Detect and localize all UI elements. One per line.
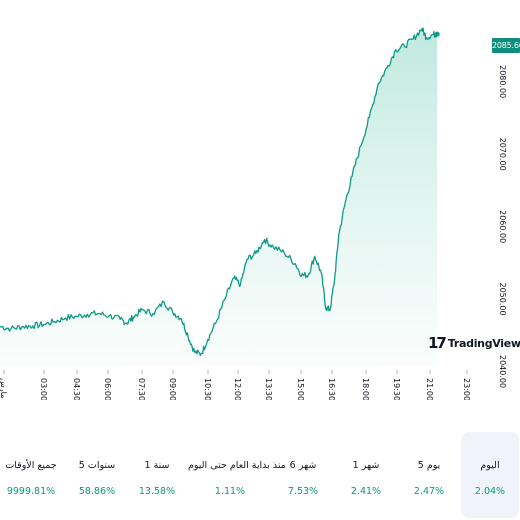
- period-label: منذ بداية العام حتى اليوم: [188, 460, 286, 471]
- x-tick-label: 23:00: [462, 378, 471, 400]
- period-1-year[interactable]: 1 سنة 13.58%: [126, 432, 188, 518]
- y-tick-label: 2070.00: [498, 138, 507, 171]
- period-value: 7.53%: [287, 486, 319, 497]
- tradingview-logo-icon: 17: [428, 334, 447, 352]
- y-tick-label: 2040.00: [498, 355, 507, 388]
- period-ytd[interactable]: منذ بداية العام حتى اليوم 1.11%: [188, 432, 286, 518]
- last-price-dot: [434, 31, 440, 37]
- x-tick-label: 12:00: [233, 378, 242, 400]
- period-5-days[interactable]: 5 يوم 2.47%: [398, 432, 460, 518]
- y-tick-label: 2050.00: [498, 283, 507, 316]
- period-label: 1 سنة: [144, 460, 170, 471]
- period-value: 58.86%: [78, 486, 116, 497]
- x-tick-label: 18:00: [361, 378, 370, 400]
- chart-canvas[interactable]: 2080.00 2070.00 2060.00 2050.00 2040.00 مارس 0…: [0, 0, 520, 400]
- period-value: 13.58%: [138, 486, 176, 497]
- period-label: اليوم: [480, 460, 500, 471]
- x-tick-label: 15:00: [296, 378, 305, 400]
- performance-periods: جميع الأوقات 9999.81% 5 سنوات 58.86% 1 س…: [0, 432, 520, 518]
- last-price-badge: 2085.66: [492, 38, 520, 53]
- x-tick-label: 16:30: [327, 378, 336, 400]
- x-tick-label: 10:30: [203, 378, 212, 400]
- period-value: 2.04%: [474, 486, 506, 497]
- price-chart[interactable]: 2080.00 2070.00 2060.00 2050.00 2040.00 مارس 0…: [0, 0, 520, 400]
- tradingview-logo[interactable]: 17 TradingView: [428, 333, 520, 353]
- period-6-months[interactable]: 6 شهر 7.53%: [272, 432, 334, 518]
- x-tick-label: 07:30: [137, 378, 146, 400]
- x-tick-label: 03:00: [39, 378, 48, 400]
- period-5-years[interactable]: 5 سنوات 58.86%: [66, 432, 128, 518]
- price-series-line: [0, 27, 438, 357]
- x-tick-label: مارس: [0, 378, 8, 398]
- period-today[interactable]: اليوم 2.04%: [461, 432, 519, 518]
- x-tick-label: 09:00: [168, 378, 177, 400]
- period-label: 6 شهر: [289, 460, 317, 471]
- period-label: 5 سنوات: [78, 460, 116, 471]
- x-tick-label: 21:00: [425, 378, 434, 400]
- price-area-fill: [0, 28, 438, 365]
- period-value: 9999.81%: [6, 486, 56, 497]
- period-value: 2.47%: [413, 486, 445, 497]
- period-all-time[interactable]: جميع الأوقات 9999.81%: [0, 432, 62, 518]
- y-tick-label: 2080.00: [498, 65, 507, 98]
- x-tick-label: 13:30: [264, 378, 273, 400]
- tradingview-logo-text: TradingView: [447, 336, 520, 350]
- period-1-month[interactable]: 1 شهر 2.41%: [335, 432, 397, 518]
- x-tick-label: 04:30: [72, 378, 81, 400]
- period-label: جميع الأوقات: [5, 460, 57, 471]
- period-value: 2.41%: [350, 486, 382, 497]
- y-tick-label: 2060.00: [498, 210, 507, 243]
- x-tick-label: 19:30: [392, 378, 401, 400]
- period-label: 5 يوم: [417, 460, 441, 471]
- x-tick-label: 06:00: [103, 378, 112, 400]
- period-label: 1 شهر: [352, 460, 380, 471]
- period-value: 1.11%: [214, 486, 246, 497]
